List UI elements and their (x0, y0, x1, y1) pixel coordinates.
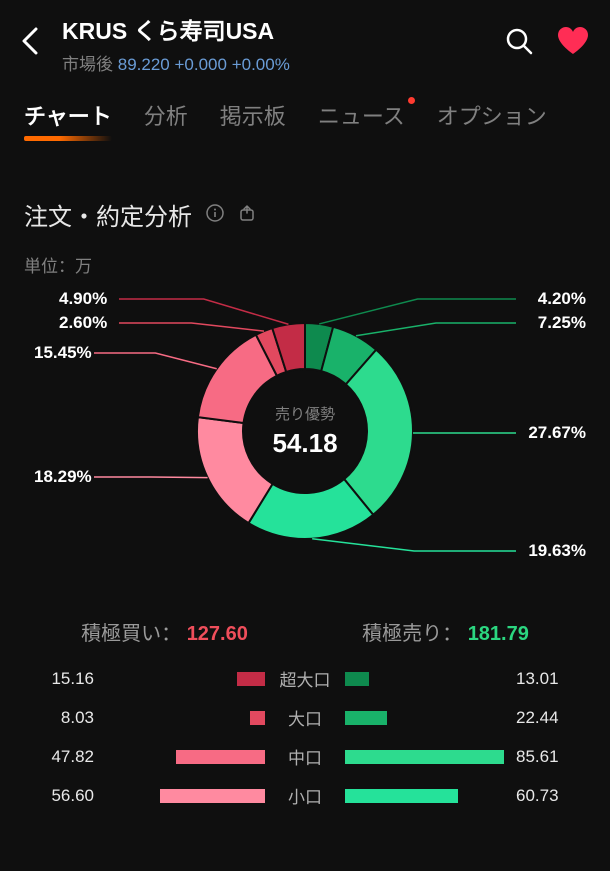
legend-row: 15.16 超大口 13.01 (34, 666, 576, 691)
legend-row: 8.03 大口 22.44 (34, 705, 576, 730)
ticker-name: KRUS くら寿司USA (62, 12, 504, 46)
legend-category: 中口 (277, 744, 333, 769)
tab-analysis[interactable]: 分析 (144, 99, 188, 131)
legend-buy-bar (106, 672, 265, 686)
pct-label: 18.29% (34, 467, 92, 487)
summary-row: 積極買い： 127.60 積極売り： 181.79 (24, 617, 586, 646)
legend-sell-value: 85.61 (516, 747, 576, 767)
tab-chart[interactable]: チャート (24, 99, 112, 131)
legend-buy-bar (106, 711, 265, 725)
legend-category: 大口 (277, 705, 333, 730)
price: 89.220 (118, 55, 170, 74)
aggressive-buy: 積極買い： 127.60 (81, 617, 248, 646)
header: KRUS くら寿司USA 市場後 89.220 +0.000 +0.00% (0, 0, 610, 83)
donut-chart: 売り優勢 54.18 4.20% 7.25% 27.67% 19.63% 4.90% 2.… (24, 281, 586, 581)
pct-label: 19.63% (528, 541, 586, 561)
sell-label: 積極売り： (362, 623, 462, 645)
legend-category: 小口 (277, 783, 333, 808)
sell-value: 181.79 (468, 623, 529, 645)
pct-label: 27.67% (528, 423, 586, 443)
info-icon[interactable] (206, 201, 224, 229)
pct-label: 2.60% (59, 313, 107, 333)
tab-news[interactable]: ニュース (318, 99, 405, 131)
company-name: くら寿司USA (134, 18, 275, 44)
search-icon[interactable] (504, 26, 534, 61)
header-actions (504, 26, 590, 61)
favorite-heart-icon[interactable] (556, 26, 590, 61)
legend-sell-value: 13.01 (516, 669, 576, 689)
legend-row: 47.82 中口 85.61 (34, 744, 576, 769)
legend-buy-value: 15.16 (34, 669, 94, 689)
price-change-pct: +0.00% (232, 55, 290, 74)
donut-center-label: 売り優勢 (272, 403, 337, 424)
pct-label: 7.25% (538, 313, 586, 333)
pct-label: 4.20% (538, 289, 586, 309)
buy-value: 127.60 (187, 623, 248, 645)
price-change: +0.000 (174, 55, 226, 74)
legend-category: 超大口 (277, 666, 333, 691)
legend-sell-bar (345, 789, 504, 803)
legend-sell-value: 60.73 (516, 786, 576, 806)
legend-buy-value: 56.60 (34, 786, 94, 806)
legend-sell-bar (345, 711, 504, 725)
legend: 15.16 超大口 13.01 8.03 大口 22.44 47.82 中口 85.61 56.6… (24, 666, 586, 808)
price-subtitle: 市場後 89.220 +0.000 +0.00% (62, 50, 504, 75)
title-area: KRUS くら寿司USA 市場後 89.220 +0.000 +0.00% (62, 12, 504, 75)
share-icon[interactable] (238, 201, 256, 229)
section-title: 注文・約定分析 (24, 197, 192, 232)
notification-dot (408, 97, 415, 104)
aggressive-sell: 積極売り： 181.79 (362, 617, 529, 646)
section-title-row: 注文・約定分析 (24, 197, 586, 232)
donut-center-value: 54.18 (272, 428, 337, 459)
legend-row: 56.60 小口 60.73 (34, 783, 576, 808)
tab-option[interactable]: オプション (437, 99, 547, 131)
legend-buy-value: 8.03 (34, 708, 94, 728)
pct-label: 15.45% (34, 343, 92, 363)
legend-sell-value: 22.44 (516, 708, 576, 728)
donut-slice (344, 350, 413, 515)
legend-sell-bar (345, 672, 504, 686)
legend-buy-bar (106, 750, 265, 764)
order-analysis-section: 注文・約定分析 単位：万 売り優勢 54.18 4.20% 7.25% 27.67%… (0, 141, 610, 808)
buy-label: 積極買い： (81, 623, 181, 645)
ticker-symbol: KRUS (62, 18, 127, 44)
legend-buy-value: 47.82 (34, 747, 94, 767)
legend-sell-bar (345, 750, 504, 764)
market-state: 市場後 (62, 55, 113, 74)
tab-bar: チャート分析掲示板ニュースオプション (0, 83, 610, 141)
back-button[interactable] (20, 27, 42, 60)
donut-center: 売り優勢 54.18 (272, 403, 337, 459)
pct-label: 4.90% (59, 289, 107, 309)
tab-board[interactable]: 掲示板 (220, 99, 286, 131)
legend-buy-bar (106, 789, 265, 803)
unit-label: 単位：万 (24, 252, 586, 277)
